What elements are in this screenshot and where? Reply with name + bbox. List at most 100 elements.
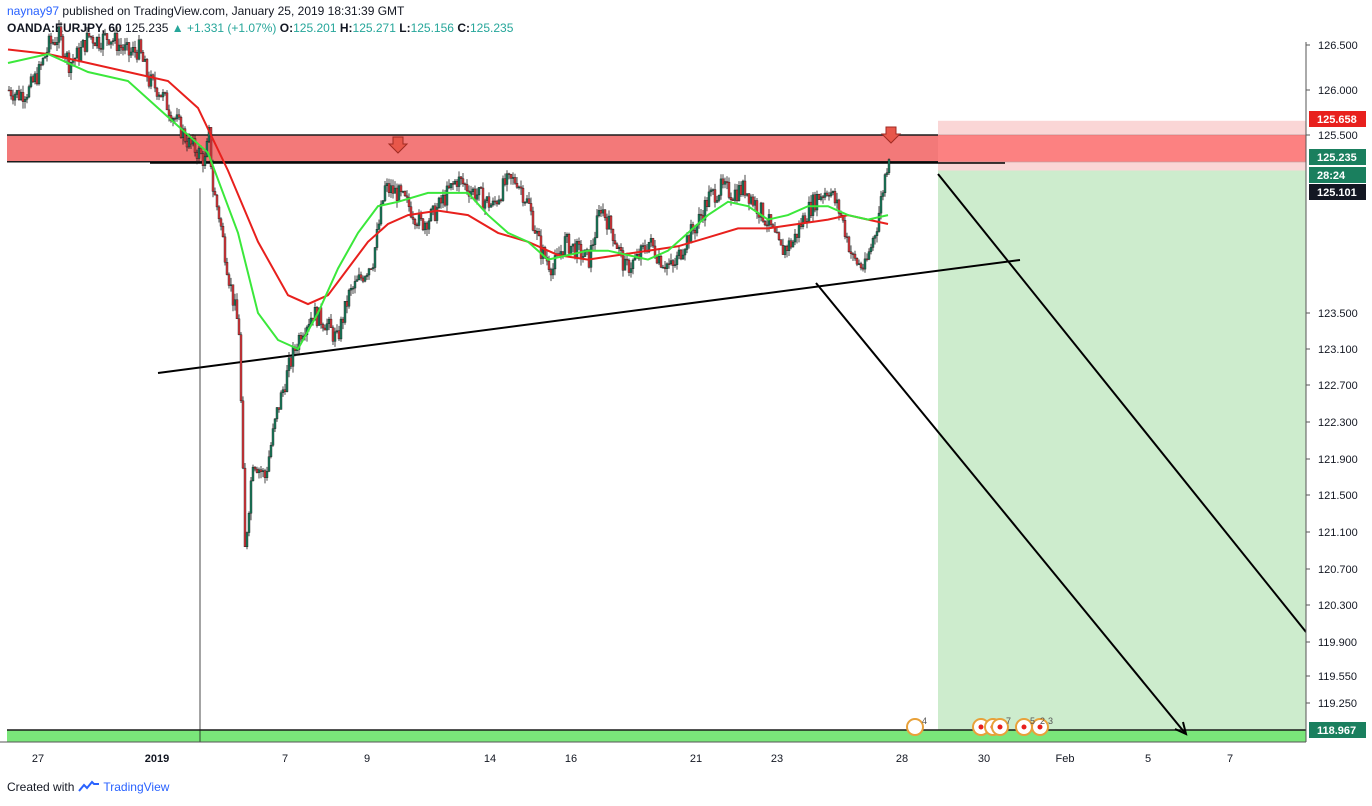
candle (177, 108, 181, 121)
economic-event-eu-icon[interactable] (906, 718, 924, 736)
time-axis[interactable] (0, 742, 1372, 772)
candle-body-down (573, 243, 577, 259)
candle-body-up (887, 159, 891, 173)
candle-body-down (775, 231, 779, 234)
candle-body-down (133, 47, 137, 53)
candle (761, 202, 765, 223)
candle-body-down (761, 202, 765, 222)
candle-body-up (457, 176, 461, 187)
candle-body-up (791, 241, 795, 248)
candle-body-up (491, 200, 495, 206)
candle-body-up (741, 180, 745, 195)
candle (359, 271, 363, 281)
jp-flag-dot (997, 724, 1003, 730)
candle-body-up (297, 335, 301, 350)
candle-body-up (723, 181, 727, 185)
candle (231, 284, 235, 312)
candle-body-down (813, 194, 817, 211)
price-tick-label: 122.700 (1318, 380, 1358, 392)
candle-body-up (377, 223, 381, 230)
candle (589, 240, 593, 273)
candle-body-up (271, 428, 275, 446)
candle-body-down (147, 76, 151, 87)
price-badge (1309, 184, 1366, 200)
candle-body-down (459, 176, 463, 179)
candle-body-down (433, 205, 437, 221)
candle-body-down (195, 152, 199, 159)
candle-body-up (661, 266, 665, 269)
candle-body-up (501, 178, 505, 201)
time-tick-label: 9 (364, 753, 370, 765)
candle-body-up (19, 92, 23, 100)
candle (883, 173, 887, 197)
candle-body-down (107, 39, 111, 45)
time-tick-label: 2019 (145, 753, 169, 765)
last-price: 125.235 (125, 21, 169, 35)
candle-body-down (473, 188, 477, 200)
candle-body-up (161, 92, 165, 98)
candle (369, 268, 373, 271)
author-link[interactable]: naynay97 (7, 4, 60, 18)
candle (853, 250, 857, 261)
candle-body-up (75, 47, 79, 59)
candle-body-up (435, 207, 439, 221)
event-count: 5 (1030, 716, 1035, 726)
symbol-info: OANDA:EURJPY, 60 125.235 ▲ +1.331 (+1.07… (7, 21, 513, 35)
candle-body-up (41, 57, 45, 65)
candle-body-up (485, 196, 489, 202)
close-value: 125.235 (469, 21, 514, 35)
candle (21, 85, 25, 109)
candle-body-up (51, 42, 55, 44)
candle (279, 390, 283, 410)
price-badge (1309, 167, 1366, 183)
candle (515, 176, 519, 189)
candle-body-up (431, 205, 435, 210)
candle (347, 288, 351, 309)
candle (137, 35, 141, 61)
candle (531, 206, 535, 232)
candle-body-up (95, 36, 99, 47)
candle-body-down (755, 200, 759, 214)
candle (241, 396, 245, 470)
candle (859, 261, 863, 271)
price-tick-label: 125.500 (1318, 130, 1358, 142)
candle (779, 239, 783, 246)
high-label: H: (339, 21, 353, 35)
candle-body-down (369, 268, 373, 270)
candle-body-up (379, 203, 383, 225)
candle (871, 236, 875, 251)
price-tick-label: 126.500 (1318, 40, 1358, 52)
candle-body-up (657, 255, 661, 264)
event-count: 3 (1048, 716, 1053, 726)
candle (355, 275, 359, 282)
candle (791, 239, 795, 248)
candle-body-up (373, 247, 377, 268)
candle-body-up (885, 172, 889, 175)
candle (97, 33, 101, 52)
time-tick-label: 23 (771, 753, 783, 765)
candle-body-down (263, 470, 267, 478)
candle-body-up (389, 185, 393, 193)
candle-body-up (489, 204, 493, 208)
candle-body-down (9, 89, 13, 97)
candle-body-up (123, 44, 127, 51)
candle (397, 183, 401, 202)
candle (383, 181, 387, 202)
candle-body-up (535, 231, 539, 234)
candle (343, 301, 347, 325)
candle (43, 56, 47, 59)
candle (253, 466, 257, 472)
candle-body-up (793, 233, 797, 243)
candle-body-down (35, 73, 39, 85)
candle-body-down (215, 194, 219, 208)
candle (377, 219, 381, 231)
candle-body-up (261, 470, 265, 472)
candle-body-up (23, 99, 27, 102)
candle-body-down (395, 187, 399, 201)
tradingview-brand-link[interactable]: TradingView (103, 780, 170, 794)
price-tick-label: 123.100 (1318, 344, 1358, 356)
candle-body-down (849, 251, 853, 254)
candle (527, 192, 531, 205)
candle-body-down (605, 217, 609, 230)
